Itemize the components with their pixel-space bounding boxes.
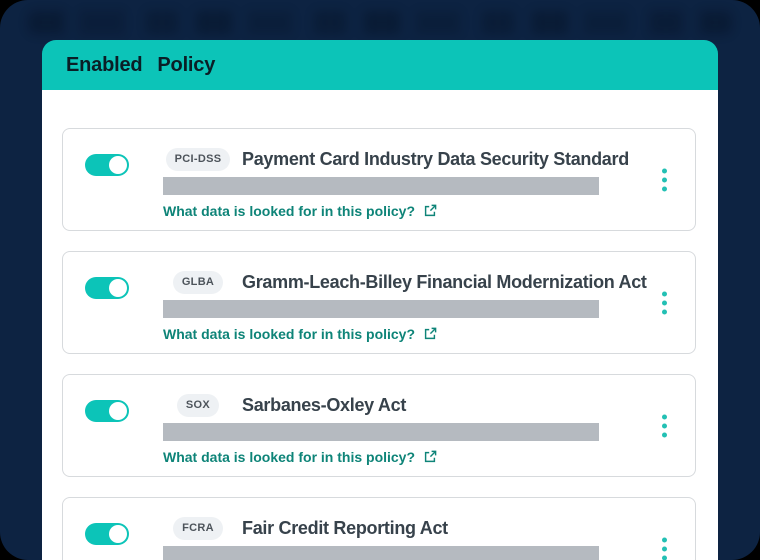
policy-card: GLBA Gramm-Leach-Billey Financial Modern… — [62, 251, 696, 354]
policy-card-main: SOX Sarbanes-Oxley Act What data is look… — [163, 392, 599, 467]
policy-card: SOX Sarbanes-Oxley Act What data is look… — [62, 374, 696, 477]
kebab-menu-icon — [662, 168, 667, 173]
policy-card-main: FCRA Fair Credit Reporting Act What data… — [163, 515, 599, 560]
policy-title-row: GLBA Gramm-Leach-Billey Financial Modern… — [163, 269, 647, 295]
policy-title: Fair Credit Reporting Act — [242, 517, 448, 538]
policy-badge-slot: FCRA — [163, 516, 233, 540]
kebab-menu-icon — [662, 537, 667, 542]
policy-enabled-toggle[interactable] — [85, 400, 129, 422]
redacted-text-bar — [163, 177, 599, 195]
enabled-column-header: Enabled — [66, 53, 143, 76]
policy-enabled-toggle[interactable] — [85, 523, 129, 545]
policy-info-link-label: What data is looked for in this policy? — [163, 326, 416, 342]
kebab-menu-button[interactable] — [658, 287, 671, 318]
policy-title-row: FCRA Fair Credit Reporting Act — [163, 515, 599, 541]
policy-enabled-toggle[interactable] — [85, 154, 129, 176]
policy-badge-slot: SOX — [163, 393, 233, 417]
kebab-menu-button[interactable] — [658, 533, 671, 560]
policy-enabled-toggle[interactable] — [85, 277, 129, 299]
policy-badge: FCRA — [173, 516, 223, 540]
policy-title: Gramm-Leach-Billey Financial Modernizati… — [242, 271, 647, 292]
policy-card: FCRA Fair Credit Reporting Act What data… — [62, 497, 696, 560]
policy-badge-slot: GLBA — [163, 270, 233, 294]
toggle-knob — [109, 279, 127, 297]
kebab-menu-icon — [662, 414, 667, 419]
policy-badge: GLBA — [172, 270, 224, 294]
external-link-icon — [424, 204, 437, 217]
policy-badge-slot: PCI-DSS — [163, 147, 233, 171]
policy-list: PCI-DSS Payment Card Industry Data Secur… — [42, 90, 718, 560]
external-link-icon — [424, 327, 437, 340]
policy-info-link[interactable]: What data is looked for in this policy? — [163, 203, 438, 219]
policy-info-link-label: What data is looked for in this policy? — [163, 449, 416, 465]
policy-title-row: PCI-DSS Payment Card Industry Data Secur… — [163, 146, 629, 172]
policy-card-main: PCI-DSS Payment Card Industry Data Secur… — [163, 146, 629, 221]
policy-title: Payment Card Industry Data Security Stan… — [242, 148, 629, 169]
kebab-menu-button[interactable] — [658, 410, 671, 441]
policy-info-link[interactable]: What data is looked for in this policy? — [163, 449, 438, 465]
policy-card: PCI-DSS Payment Card Industry Data Secur… — [62, 128, 696, 231]
policy-title-row: SOX Sarbanes-Oxley Act — [163, 392, 599, 418]
redacted-text-bar — [163, 423, 599, 441]
toggle-knob — [109, 525, 127, 543]
table-header: Enabled Policy — [42, 40, 718, 90]
policy-badge: SOX — [176, 393, 220, 417]
policy-badge: PCI-DSS — [165, 147, 231, 171]
policy-column-header: Policy — [157, 53, 216, 76]
toggle-knob — [109, 156, 127, 174]
policies-panel: Enabled Policy PCI-DSS Payment Card Ind — [42, 40, 718, 560]
policy-title: Sarbanes-Oxley Act — [242, 394, 407, 415]
background-blur-pattern — [28, 11, 732, 34]
redacted-text-bar — [163, 300, 599, 318]
policy-info-link-label: What data is looked for in this policy? — [163, 203, 416, 219]
external-link-icon — [424, 450, 437, 463]
policy-info-link[interactable]: What data is looked for in this policy? — [163, 326, 438, 342]
kebab-menu-icon — [662, 291, 667, 296]
redacted-text-bar — [163, 546, 599, 560]
toggle-knob — [109, 402, 127, 420]
kebab-menu-button[interactable] — [658, 164, 671, 195]
policy-card-main: GLBA Gramm-Leach-Billey Financial Modern… — [163, 269, 647, 344]
